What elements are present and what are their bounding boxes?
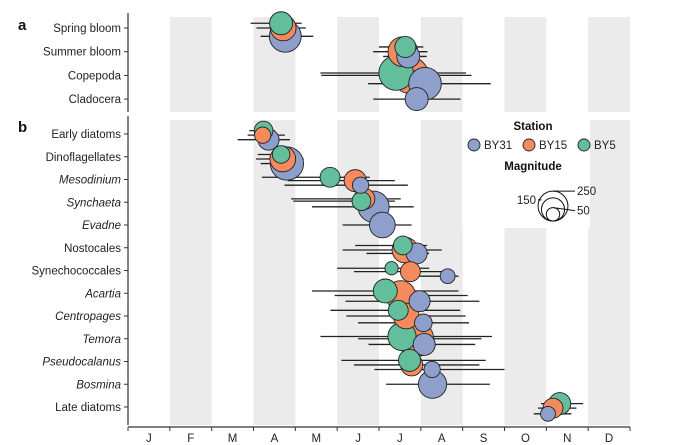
point-by5 [384, 261, 399, 276]
point-by5 [271, 145, 291, 164]
legend-magnitude-label: 150 [517, 195, 536, 207]
y-tick-label: Mesodinium [59, 175, 121, 187]
point-by5 [372, 278, 398, 304]
y-tick-label: Pseudocalanus [42, 357, 121, 369]
y-tick-label: Bosmina [76, 379, 121, 391]
month-shade [504, 17, 547, 112]
y-tick-label: Spring bloom [53, 23, 121, 35]
month-shade [169, 120, 212, 425]
month-shade [337, 17, 379, 112]
month-shade [588, 17, 630, 112]
x-tick-label: N [563, 433, 571, 445]
y-tick-label: Centropages [55, 311, 121, 323]
legend-swatch-by5 [577, 138, 591, 152]
legend-swatch-by15 [522, 138, 536, 152]
panel-label: a [18, 17, 27, 34]
x-tick-label: O [521, 433, 530, 445]
point-by15 [254, 126, 272, 144]
y-tick-label: Late diatoms [55, 402, 121, 414]
month-shade [588, 120, 630, 425]
point-by5 [394, 36, 417, 58]
x-tick-label: J [397, 433, 403, 445]
legend-leader [552, 207, 576, 212]
point-by31 [414, 313, 433, 333]
x-tick-label: M [311, 433, 321, 445]
point-by31 [352, 176, 370, 194]
legend-label-by31: BY31 [484, 140, 512, 152]
y-tick-label: Synchaeta [67, 197, 121, 209]
point-by31 [369, 211, 396, 239]
point-by31 [423, 360, 441, 379]
month-shade [337, 120, 379, 425]
y-tick-label: Nostocales [64, 243, 121, 255]
point-by5 [319, 166, 341, 188]
y-tick-label: Evadne [82, 220, 121, 232]
legend-magnitude-title: Magnitude [504, 161, 562, 173]
point-by5 [269, 11, 294, 36]
month-shade [169, 17, 212, 112]
legend-background [462, 120, 590, 228]
point-by5 [393, 235, 413, 256]
x-tick-label: J [146, 433, 152, 445]
y-tick-label: Copepoda [68, 70, 122, 82]
legend-magnitude-label: 250 [577, 186, 596, 198]
x-tick-label: D [605, 433, 613, 445]
y-tick-label: Acartia [84, 288, 121, 300]
legend-magnitude-label: 50 [577, 206, 590, 218]
x-tick-label: M [228, 433, 238, 445]
point-by5 [387, 299, 409, 321]
y-tick-label: Synechococcales [32, 266, 122, 278]
y-tick-label: Cladocera [69, 94, 122, 106]
x-tick-label: F [187, 433, 194, 445]
y-tick-label: Summer bloom [43, 47, 121, 59]
point-by15 [399, 261, 421, 283]
point-by5 [351, 191, 372, 211]
legend-label-by5: BY5 [594, 140, 616, 152]
legend-station-title: Station [514, 121, 553, 133]
legend-label-by15: BY15 [539, 140, 567, 152]
y-tick-label: Dinoflagellates [46, 152, 122, 164]
legend-swatch-by31 [467, 138, 481, 152]
x-tick-label: A [438, 433, 446, 445]
x-tick-label: A [271, 433, 279, 445]
point-by31 [412, 332, 436, 356]
x-tick-label: J [355, 433, 361, 445]
point-by31 [439, 268, 456, 285]
point-by31 [540, 405, 556, 422]
point-by5 [398, 348, 422, 372]
point-by31 [404, 87, 429, 112]
x-tick-label: S [480, 433, 488, 445]
y-tick-label: Early diatoms [51, 129, 121, 141]
panel-label: b [18, 119, 27, 136]
point-by31 [408, 290, 431, 313]
y-tick-label: Temora [82, 334, 121, 346]
